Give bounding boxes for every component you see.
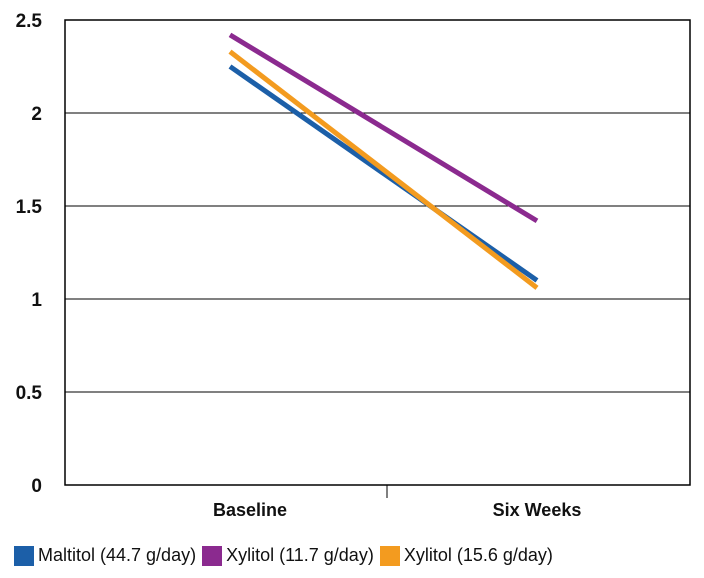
x-tick-labels: Baseline Six Weeks [213,500,581,520]
legend-swatch-xylitol-15-6 [379,545,400,566]
y-tick-label-5: 2.5 [16,11,43,32]
series-lines [228,32,539,290]
x-tick-label-0: Baseline [213,500,287,520]
axes [64,19,691,498]
y-tick-label-4: 2 [31,104,42,125]
line-chart: 0 0.5 1 1.5 2 2.5 Baseline Six Weeks [16,11,691,520]
legend-label-maltitol: Maltitol (44.7 g/day) [38,545,197,565]
y-tick-label-0: 0 [31,476,42,497]
legend-item-xylitol-11-7: Xylitol (11.7 g/day) [202,545,374,566]
legend-item-maltitol: Maltitol (44.7 g/day) [14,545,196,566]
series-line-0 [228,64,539,283]
legend-swatch-maltitol [14,545,34,566]
legend-item-xylitol-15-6: Xylitol (15.6 g/day) [379,545,553,566]
legend-label-xylitol-11-7: Xylitol (11.7 g/day) [226,545,374,565]
series-line-1 [228,32,539,224]
series-line-2 [228,49,539,290]
legend: Maltitol (44.7 g/day) Xylitol (11.7 g/da… [14,545,559,566]
gridlines [65,19,690,393]
y-tick-labels: 0 0.5 1 1.5 2 2.5 [16,11,43,497]
x-tick-label-1: Six Weeks [493,500,582,520]
y-tick-label-3: 1.5 [16,197,43,218]
y-tick-label-1: 0.5 [16,383,43,404]
legend-swatch-xylitol-11-7 [202,545,223,566]
y-tick-label-2: 1 [31,290,42,311]
legend-label-xylitol-15-6: Xylitol (15.6 g/day) [403,545,553,565]
plot-frame [64,19,691,486]
